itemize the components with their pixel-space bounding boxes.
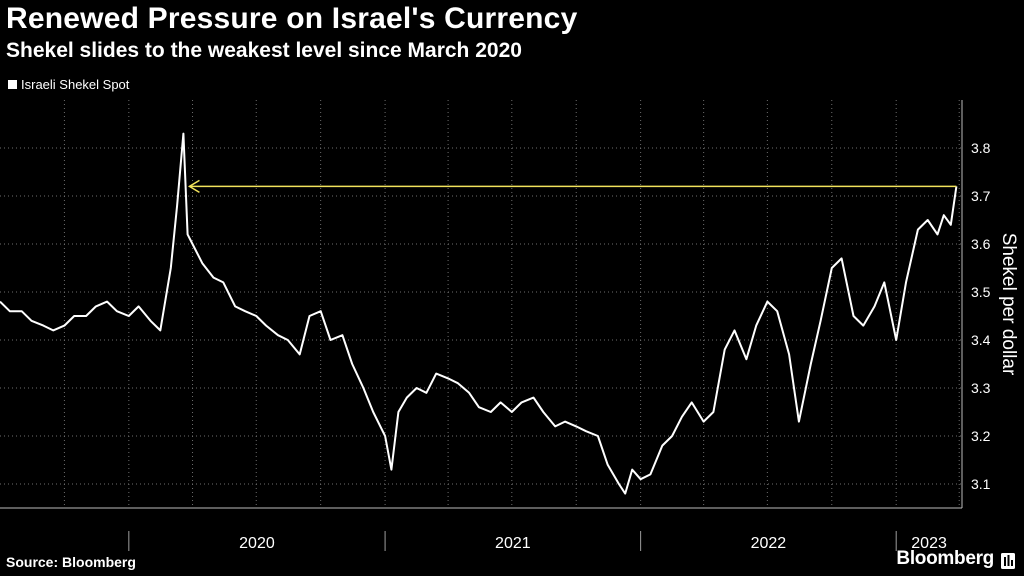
legend: Israeli Shekel Spot <box>8 77 129 92</box>
chart-title: Renewed Pressure on Israel's Currency <box>6 2 578 35</box>
x-tick-label: 2021 <box>495 535 531 552</box>
annotation-arrowhead <box>187 179 200 194</box>
x-tick-label: 2020 <box>239 535 275 552</box>
chart-subtitle: Shekel slides to the weakest level since… <box>6 39 522 62</box>
y-tick-label: 3.6 <box>971 236 991 252</box>
source-note: Source: Bloomberg <box>6 554 136 570</box>
y-tick-label: 3.2 <box>971 428 991 444</box>
y-tick-label: 3.8 <box>971 140 991 156</box>
y-tick-label: 3.3 <box>971 380 991 396</box>
legend-label: Israeli Shekel Spot <box>21 77 130 92</box>
legend-swatch <box>8 80 17 89</box>
y-tick-label: 3.1 <box>971 476 991 492</box>
y-axis-title: Shekel per dollar <box>998 233 1019 376</box>
series-line-israeli-shekel <box>0 132 958 495</box>
y-tick-label: 3.5 <box>971 284 991 300</box>
y-tick-label: 3.4 <box>971 332 991 348</box>
y-tick-label: 3.7 <box>971 188 991 204</box>
bloomberg-logo: Bloomberg <box>896 548 994 569</box>
x-tick-label: 2022 <box>751 535 787 552</box>
x-tick-label: 2023 <box>911 535 947 552</box>
bloomberg-terminal-icon <box>1001 553 1015 569</box>
